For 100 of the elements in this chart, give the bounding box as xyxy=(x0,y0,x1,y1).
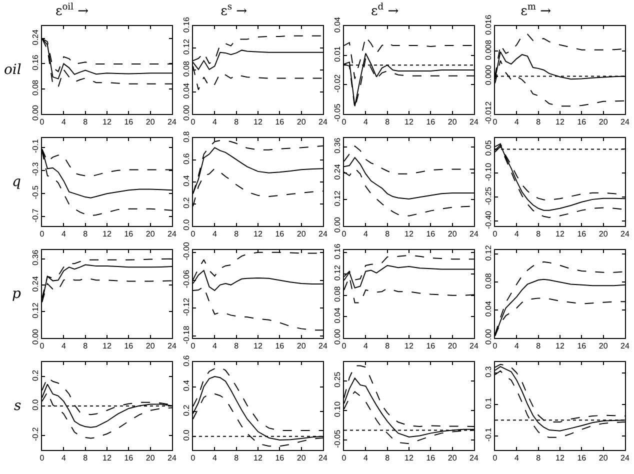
x-tick-label: 8 xyxy=(83,454,88,463)
x-tick-label: 16 xyxy=(124,342,134,351)
x-tick-label: 8 xyxy=(83,230,88,239)
x-tick-label: 24 xyxy=(318,230,328,239)
y-axis-title: p xyxy=(12,286,21,302)
y-tick-label: -0.18 xyxy=(182,325,191,344)
y-tick-label: 0.2 xyxy=(30,369,40,382)
x-tick-label: 0 xyxy=(40,230,45,239)
x-tick-label: 24 xyxy=(168,118,177,127)
y-tick-label: -0.1 xyxy=(484,427,493,442)
x-tick-label: 20 xyxy=(296,454,306,463)
x-tick-label: 12 xyxy=(254,118,263,127)
x-tick-label: 24 xyxy=(620,454,630,463)
y-tick-label: 0.16 xyxy=(182,16,191,33)
x-tick-label: 4 xyxy=(61,454,66,463)
y-tick-label: -0.40 xyxy=(484,210,493,230)
x-tick-label: 0 xyxy=(342,342,347,351)
y-tick-label: 0.0 xyxy=(182,429,191,441)
y-axis-title: s xyxy=(14,398,22,414)
y-tick-label: 0.36 xyxy=(332,137,342,154)
x-tick-label: 16 xyxy=(577,454,587,463)
x-tick-label: 16 xyxy=(577,230,587,239)
x-tick-label: 8 xyxy=(536,118,542,127)
y-tick-label: 0.00 xyxy=(182,104,191,121)
x-tick-label: 4 xyxy=(212,342,218,351)
x-tick-label: 12 xyxy=(404,342,414,351)
x-tick-label: 20 xyxy=(146,118,156,127)
x-tick-label: 8 xyxy=(234,118,240,127)
x-tick-label: 12 xyxy=(254,342,263,351)
x-tick-label: 24 xyxy=(168,230,177,239)
y-tick-label: -0.7 xyxy=(30,208,40,222)
x-tick-label: 24 xyxy=(318,342,328,351)
x-tick-label: 16 xyxy=(124,454,134,463)
x-tick-label: 12 xyxy=(102,454,112,463)
y-tick-label: -0.12 xyxy=(182,297,191,316)
y-tick-label: 0.12 xyxy=(484,244,493,261)
x-tick-label: 20 xyxy=(598,342,608,351)
x-tick-label: 20 xyxy=(598,230,608,239)
x-tick-label: 16 xyxy=(275,230,285,239)
y-tick-label: 0.00 xyxy=(332,328,342,345)
x-tick-label: 4 xyxy=(61,342,66,351)
x-tick-label: 8 xyxy=(385,454,390,463)
x-tick-label: 4 xyxy=(212,118,218,127)
y-tick-label: 0.0 xyxy=(30,398,40,410)
y-tick-label: -0.012 xyxy=(484,100,493,124)
x-tick-label: 16 xyxy=(275,118,285,127)
x-tick-label: 20 xyxy=(448,118,458,127)
x-tick-label: 12 xyxy=(404,230,414,239)
x-tick-label: 0 xyxy=(492,342,498,351)
y-tick-label: 0.36 xyxy=(30,249,40,266)
x-tick-label: 12 xyxy=(556,230,565,239)
y-tick-label: -0.1 xyxy=(30,138,40,153)
y-tick-label: 0.04 xyxy=(484,300,493,317)
y-tick-label: 0.01 xyxy=(332,46,342,62)
x-tick-label: 0 xyxy=(40,118,45,127)
y-tick-label: 0.0 xyxy=(182,218,191,230)
x-tick-label: 24 xyxy=(470,230,479,239)
y-tick-label: 0.12 xyxy=(332,190,342,206)
x-tick-label: 24 xyxy=(318,118,328,127)
x-tick-label: 8 xyxy=(234,342,240,351)
x-tick-label: 0 xyxy=(40,342,45,351)
x-tick-label: 20 xyxy=(146,342,156,351)
x-tick-label: 8 xyxy=(385,342,390,351)
y-tick-label: 0.24 xyxy=(332,164,342,180)
x-tick-label: 12 xyxy=(556,342,565,351)
x-tick-label: 12 xyxy=(102,342,112,351)
y-tick-label: 0.08 xyxy=(30,79,40,96)
x-tick-label: 0 xyxy=(342,454,347,463)
x-tick-label: 16 xyxy=(124,118,134,127)
x-tick-label: 12 xyxy=(556,118,565,127)
x-tick-label: 0 xyxy=(342,118,347,127)
x-tick-label: 24 xyxy=(470,342,479,351)
x-tick-label: 0 xyxy=(342,230,347,239)
x-tick-label: 16 xyxy=(275,342,285,351)
chart-title: ε$^{oil}$ → xyxy=(55,2,89,20)
y-tick-label: -0.2 xyxy=(30,426,40,442)
y-tick-label: 0.04 xyxy=(332,16,342,33)
y-tick-label: 0.12 xyxy=(30,302,40,318)
x-tick-label: 16 xyxy=(426,118,436,127)
x-tick-label: 16 xyxy=(426,454,436,463)
y-axis-title: oil xyxy=(4,62,22,78)
x-tick-label: 16 xyxy=(577,342,587,351)
x-tick-label: 20 xyxy=(448,342,458,351)
y-tick-label: 0.00 xyxy=(30,328,40,345)
x-tick-label: 16 xyxy=(577,118,587,127)
x-tick-label: 8 xyxy=(83,118,88,127)
y-tick-label: 0.2 xyxy=(182,196,191,208)
y-tick-label: 0.08 xyxy=(484,272,493,289)
x-tick-label: 4 xyxy=(363,118,368,127)
x-tick-label: 24 xyxy=(318,454,328,463)
x-tick-label: 24 xyxy=(620,230,630,239)
y-tick-label: 0.00 xyxy=(484,328,493,345)
x-tick-label: 8 xyxy=(536,454,542,463)
y-tick-label: 0.4 xyxy=(182,379,191,392)
y-tick-label: -0.3 xyxy=(30,162,40,176)
x-tick-label: 20 xyxy=(146,230,156,239)
x-tick-label: 24 xyxy=(620,118,630,127)
y-axis-title: q xyxy=(12,174,21,190)
y-tick-label: 0.12 xyxy=(182,38,191,55)
x-tick-label: 24 xyxy=(620,342,630,351)
